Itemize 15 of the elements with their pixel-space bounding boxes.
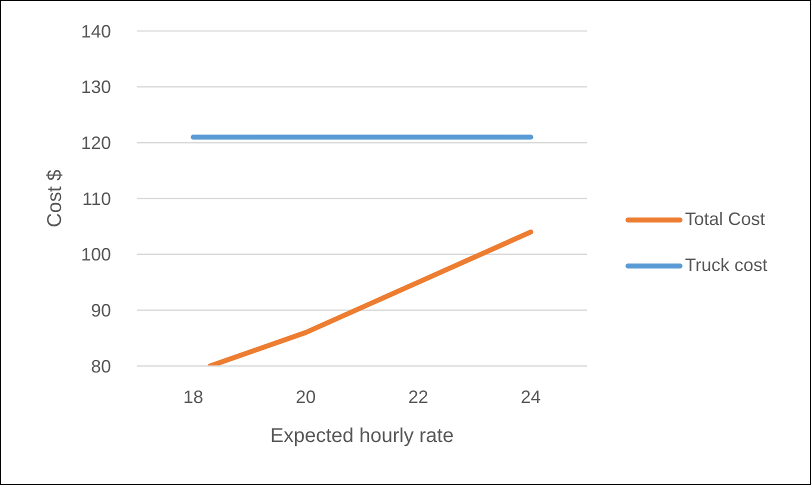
legend-label: Total Cost	[685, 209, 766, 230]
x-tick-label: 18	[183, 386, 204, 407]
y-tick-label: 120	[80, 133, 111, 154]
y-tick-label: 140	[80, 21, 111, 42]
y-tick-label: 110	[82, 188, 111, 209]
y-tick-label: 90	[90, 300, 111, 321]
x-axis-title: Expected hourly rate	[270, 425, 454, 447]
x-tick-label: 20	[296, 386, 316, 407]
y-axis-title: Cost $	[44, 170, 66, 228]
y-tick-label: 130	[80, 77, 111, 98]
y-tick-label: 80	[90, 356, 111, 376]
legend-label: Truck cost	[685, 255, 768, 276]
y-tick-label: 100	[80, 244, 111, 265]
x-tick-label: 22	[408, 386, 428, 407]
x-tick-label: 24	[520, 386, 541, 407]
